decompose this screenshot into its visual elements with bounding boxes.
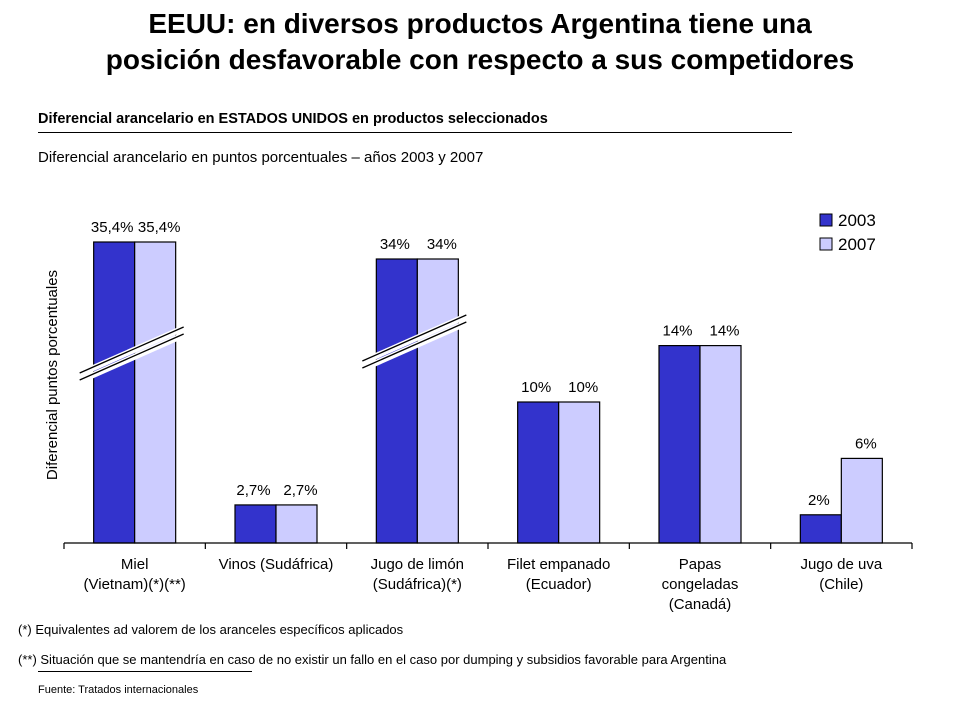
category-label-0-0: Miel <box>121 556 149 573</box>
bar-2007-4 <box>699 345 742 544</box>
chart-subtitle-units: Diferencial arancelario en puntos porcen… <box>38 149 484 166</box>
bar-2007-3 <box>558 401 601 544</box>
data-label-2007-5: 6% <box>855 435 877 452</box>
category-label-5-0: Jugo de uva <box>800 556 882 573</box>
category-label-4-1: congeladas <box>662 576 739 593</box>
category-label-3-1: (Ecuador) <box>526 576 592 593</box>
data-label-2003-2: 34% <box>380 236 410 253</box>
data-label-2003-5: 2% <box>808 492 830 509</box>
bar-2007-2 <box>416 258 459 544</box>
category-label-0-1: (Vietnam)(*)(**) <box>84 576 186 593</box>
bar-2003-1 <box>234 504 277 544</box>
axis-break-mask-0b <box>78 332 185 384</box>
legend-label-2003: 2003 <box>838 211 876 230</box>
data-label-2007-2: 34% <box>427 236 457 253</box>
axis-break-line-2b <box>362 321 467 369</box>
source-note: Fuente: Tratados internacionales <box>38 684 199 696</box>
legend-swatch-2003 <box>819 213 833 227</box>
category-label-1-0: Vinos (Sudáfrica) <box>219 556 334 573</box>
chart-subtitle: Diferencial arancelario en ESTADOS UNIDO… <box>38 111 548 127</box>
data-label-2003-3: 10% <box>521 379 551 396</box>
data-label-2007-1: 2,7% <box>283 482 317 499</box>
title-line-1: EEUU: en diversos productos Argentina ti… <box>148 8 812 39</box>
y-axis-label: Diferencial puntos porcentuales <box>44 270 61 480</box>
bar-2003-0 <box>93 241 136 544</box>
category-label-2-1: (Sudáfrica)(*) <box>373 576 462 593</box>
bar-2007-5 <box>840 457 883 544</box>
axis-break-line-0b <box>79 333 184 381</box>
page-title: EEUU: en diversos productos Argentina ti… <box>0 6 960 78</box>
category-label-3-0: Filet empanado <box>507 556 610 573</box>
bar-2003-3 <box>517 401 560 544</box>
bar-2007-1 <box>275 504 318 544</box>
subtitle-divider <box>38 132 792 133</box>
axis-break-line-0a <box>79 326 184 374</box>
legend-label-2007: 2007 <box>838 235 876 254</box>
title-line-2: posición desfavorable con respecto a sus… <box>105 44 855 75</box>
axis-break-line-2a <box>362 314 467 362</box>
axis-break-mask-2a <box>361 313 468 365</box>
footnote-divider <box>38 671 252 672</box>
category-label-4-2: (Canadá) <box>669 596 732 613</box>
legend-swatch-2007 <box>819 237 833 251</box>
category-label-2-0: Jugo de limón <box>371 556 464 573</box>
bar-2003-4 <box>658 345 701 544</box>
data-label-2003-1: 2,7% <box>236 482 270 499</box>
footnote-1: (*) Equivalentes ad valorem de los aranc… <box>18 622 404 637</box>
data-label-2007-4: 14% <box>709 323 739 340</box>
category-label-4-0: Papas <box>679 556 722 573</box>
data-label-2007-3: 10% <box>568 379 598 396</box>
footnote-2: (**) Situación que se mantendría en caso… <box>18 652 727 667</box>
axis-break-mask-2b <box>361 320 468 372</box>
data-label-2007-0: 35,4% <box>138 219 181 236</box>
bar-2007-0 <box>134 241 177 544</box>
bar-2003-2 <box>375 258 418 544</box>
axis-break-mask-0a <box>78 325 185 377</box>
data-label-2003-4: 14% <box>662 323 692 340</box>
category-label-5-1: (Chile) <box>819 576 863 593</box>
bar-2003-5 <box>799 514 842 544</box>
data-label-2003-0: 35,4% <box>91 219 134 236</box>
